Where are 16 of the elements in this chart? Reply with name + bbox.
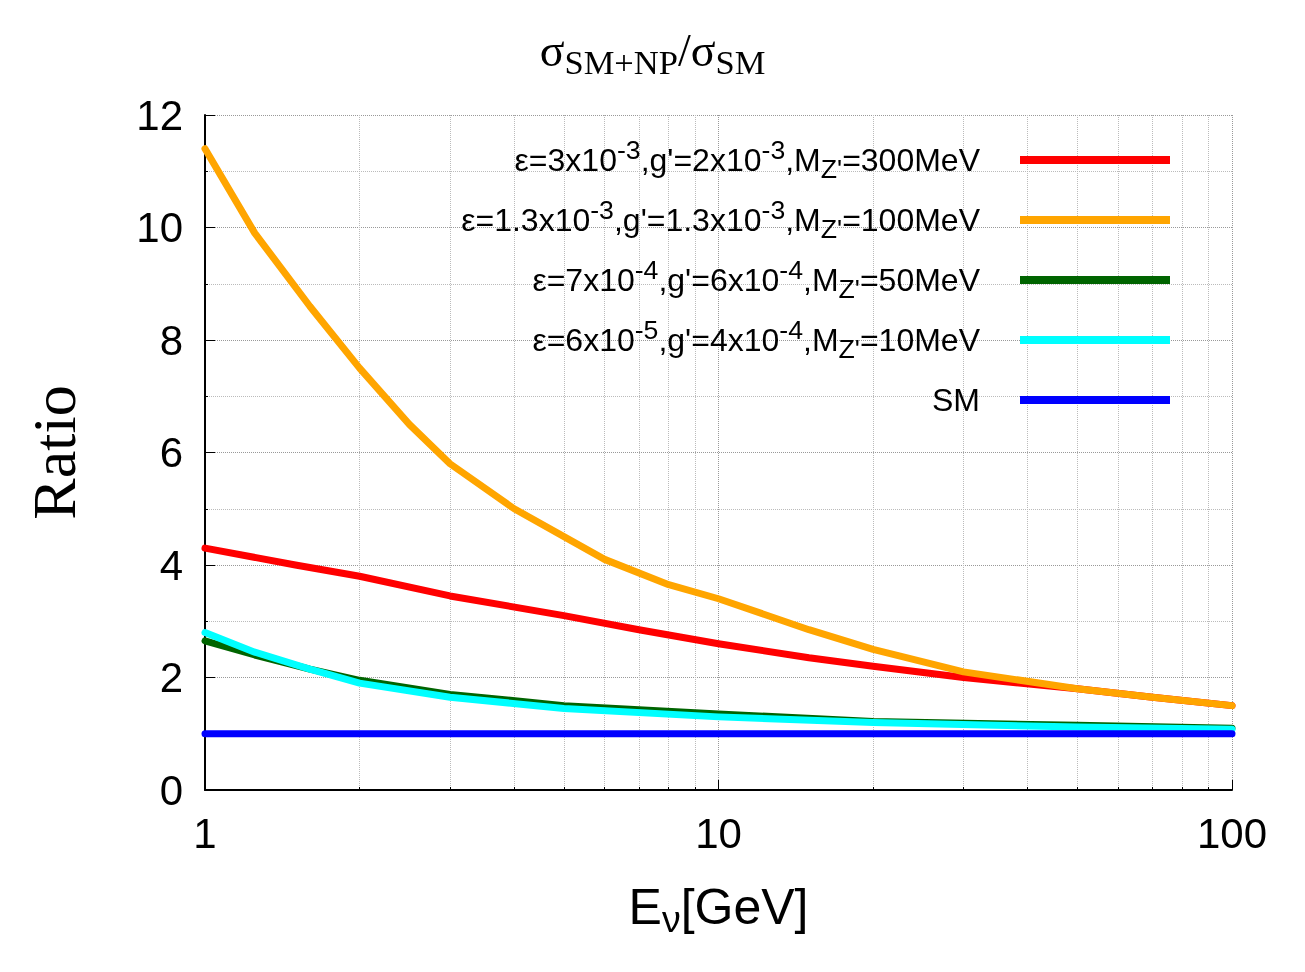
legend-label: SM bbox=[932, 381, 980, 420]
y-tick-label: 6 bbox=[159, 429, 183, 476]
legend-label: ε=1.3x10$^{-3}$,g'=1.3x10$^{-3}$,M$_{Z'}$=100MeV bbox=[461, 194, 980, 247]
y-tick-label: 2 bbox=[159, 654, 183, 701]
x-tick-label: 10 bbox=[695, 809, 742, 857]
legend-label: ε=7x10$^{-4}$,g'=6x10$^{-4}$,M$_{Z'}$=50MeV bbox=[532, 254, 980, 307]
y-axis-title: Ratio bbox=[20, 385, 88, 520]
y-tick-label: 10 bbox=[136, 204, 183, 251]
y-tick-label: 12 bbox=[136, 91, 183, 139]
y-tick-label: 8 bbox=[159, 316, 183, 364]
legend-label: ε=3x10$^{-3}$,g'=2x10$^{-3}$,M$_{Z'}$=300MeV bbox=[514, 134, 980, 187]
legend-label: ε=6x10$^{-5}$,g'=4x10$^{-4}$,M$_{Z'}$=10MeV bbox=[532, 314, 980, 367]
y-tick-label: 0 bbox=[159, 766, 183, 814]
x-tick-label: 100 bbox=[1196, 809, 1268, 857]
x-tick-label: 1 bbox=[193, 809, 217, 857]
y-tick-label: 4 bbox=[159, 541, 183, 589]
